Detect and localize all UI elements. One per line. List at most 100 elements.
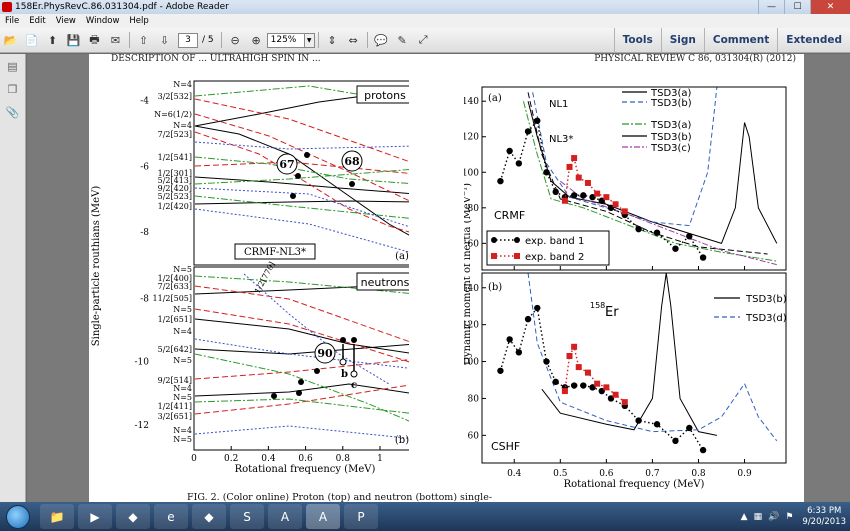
menu-edit[interactable]: Edit [29, 16, 46, 26]
exp-band-2-point [566, 353, 573, 360]
zoom-in-icon[interactable]: ⊕ [251, 33, 261, 47]
menu-help[interactable]: Help [129, 16, 149, 26]
page-thumbnails-icon[interactable]: ▤ [7, 60, 18, 73]
circle-68-label-ring [341, 150, 363, 172]
routhian-curve [194, 141, 409, 150]
clock[interactable]: 6:33 PM 9/20/2013 [802, 506, 846, 528]
exp-band-2-point [575, 174, 582, 181]
exp-band-2-point [594, 190, 601, 197]
theory-curve-nl1-tsd3a [527, 92, 768, 255]
exp-band-1-point [580, 192, 587, 199]
page-up-icon[interactable]: ⇧ [138, 33, 149, 47]
zoom-out-icon[interactable]: ⊖ [230, 33, 240, 47]
comment-pane-button[interactable]: Comment [703, 28, 777, 53]
reader-taskbar-icon[interactable]: A [306, 504, 340, 529]
exp-band-1-point [534, 304, 541, 312]
fit-page-icon[interactable]: ⇕ [327, 33, 337, 47]
comment-icon[interactable]: 💬 [374, 33, 388, 47]
zoom-input[interactable]: 125% [266, 32, 305, 48]
dropbox2-taskbar-icon[interactable]: ◆ [192, 504, 226, 529]
menu-file[interactable]: File [5, 16, 20, 26]
fit-width-icon[interactable]: ⇔ [348, 33, 358, 47]
protons-box [356, 85, 409, 104]
occupied-orbital-dot [296, 390, 302, 396]
exp-band-1-point [699, 254, 707, 261]
open-icon[interactable]: 📂 [3, 33, 18, 47]
exp-band-1-point [506, 147, 513, 155]
legend-top-entry: TSD3(b) [650, 132, 692, 143]
skype-taskbar-icon[interactable]: S [230, 504, 264, 529]
circle-67-label: 67 [279, 158, 294, 171]
left-x-tick-label: 1 [377, 454, 383, 464]
maximize-button[interactable]: ☐ [784, 0, 810, 14]
right-bottom-y-tick-label: 100 [464, 358, 479, 368]
page-down-icon[interactable]: ⇩ [159, 33, 170, 47]
upload-icon[interactable]: ⬆ [47, 33, 58, 47]
er-symbol-label: Er [605, 305, 619, 320]
bookmarks-icon[interactable]: ❐ [7, 83, 18, 96]
exp-band-2-point [571, 155, 578, 162]
highlight-icon[interactable]: ✎ [397, 33, 407, 47]
flag-icon[interactable]: ⚑ [785, 511, 794, 522]
media-taskbar-icon[interactable]: ▶ [78, 504, 112, 529]
explorer-taskbar-icon[interactable]: 📁 [40, 504, 74, 529]
sign-pane-button[interactable]: Sign [660, 28, 704, 53]
right-bottom-y-tick-label: 120 [464, 321, 479, 331]
occupied-orbital-dot [295, 173, 301, 179]
routhian-curve [194, 318, 409, 354]
menu-window[interactable]: Window [85, 16, 120, 26]
right-y-axis-label: Dynamic moment of inertia (MeV⁻¹) [464, 183, 473, 365]
ie-taskbar-icon[interactable]: e [154, 504, 188, 529]
volume-icon[interactable]: 🔊 [768, 511, 780, 522]
exp-band-1-point [552, 378, 559, 386]
menu-view[interactable]: View [55, 16, 76, 26]
level-label-top: N=4 [173, 121, 192, 130]
level-label-top: 5/2[523] [158, 192, 192, 201]
level-label-bottom: 7/2[633] [158, 282, 192, 291]
routhian-curve [194, 344, 409, 355]
tray-arrow-icon[interactable]: ▲ [740, 511, 748, 522]
exp-band-1-point [589, 193, 596, 201]
extended-pane-button[interactable]: Extended [777, 28, 850, 53]
exp-band-1-point [653, 229, 661, 236]
close-button[interactable]: ✕ [810, 0, 850, 14]
title-bar: 158Er.PhysRevC.86.031304.pdf - Adobe Rea… [0, 0, 850, 14]
left-top-y-tick-label: -6 [140, 162, 149, 172]
toolbar: 📂 📄 ⬆ 💾 🖶 ✉ ⇧ ⇩ 3 / 5 ⊖ ⊕ 125% ▼ ⇕ ⇔ 💬 ✎… [0, 28, 850, 53]
email-icon[interactable]: ✉ [110, 33, 121, 47]
clock-date: 9/20/2013 [802, 516, 846, 527]
network-icon[interactable]: ▦ [753, 511, 763, 522]
left-x-tick-label: 0 [191, 454, 197, 464]
attachments-icon[interactable]: 📎 [5, 106, 20, 119]
protons-label: protons [364, 89, 406, 102]
exp-band-2-point [571, 343, 578, 350]
routhian-curve [243, 273, 390, 385]
level-label-top: 3/2[532] [158, 92, 192, 101]
create-pdf-icon[interactable]: 📄 [24, 33, 39, 47]
expand-icon[interactable]: ⤢ [418, 33, 428, 46]
start-button[interactable] [6, 504, 30, 529]
acrobat-taskbar-icon[interactable]: A [268, 504, 302, 529]
routhian-curve [194, 308, 409, 363]
arrow-c-label: c [351, 380, 357, 391]
level-label-bottom: 5/2[642] [158, 345, 192, 354]
minimize-button[interactable]: — [758, 0, 784, 14]
legend-top-entry: TSD3(a) [650, 120, 692, 131]
right-bottom-y-tick-label: 80 [468, 394, 480, 404]
level-label-bottom: N=4 [173, 426, 192, 435]
tools-pane-button[interactable]: Tools [613, 28, 661, 53]
dropbox-taskbar-icon[interactable]: ◆ [116, 504, 150, 529]
routhian-curve [194, 384, 409, 415]
er-mass-label: 158 [590, 301, 605, 310]
save-icon[interactable]: 💾 [66, 33, 81, 47]
left-panel-a-label: (a) [395, 251, 409, 262]
zoom-dropdown-icon[interactable]: ▼ [304, 32, 315, 48]
exp-band-1-point [543, 358, 550, 365]
page-total: / 5 [202, 35, 214, 45]
navigation-sidebar: ▤ ❐ 📎 [0, 54, 26, 502]
taskbar: 📁 ▶ ◆ e ◆ S A A P ▲ ▦ 🔊 ⚑ 6:33 PM 9/20/2… [0, 502, 850, 531]
powerpoint-taskbar-icon[interactable]: P [344, 504, 378, 529]
print-icon[interactable]: 🖶 [89, 32, 100, 46]
document-viewer[interactable]: DESCRIPTION OF ... ULTRAHIGH SPIN IN ...… [27, 54, 850, 503]
page-number-input[interactable]: 3 [178, 32, 198, 48]
